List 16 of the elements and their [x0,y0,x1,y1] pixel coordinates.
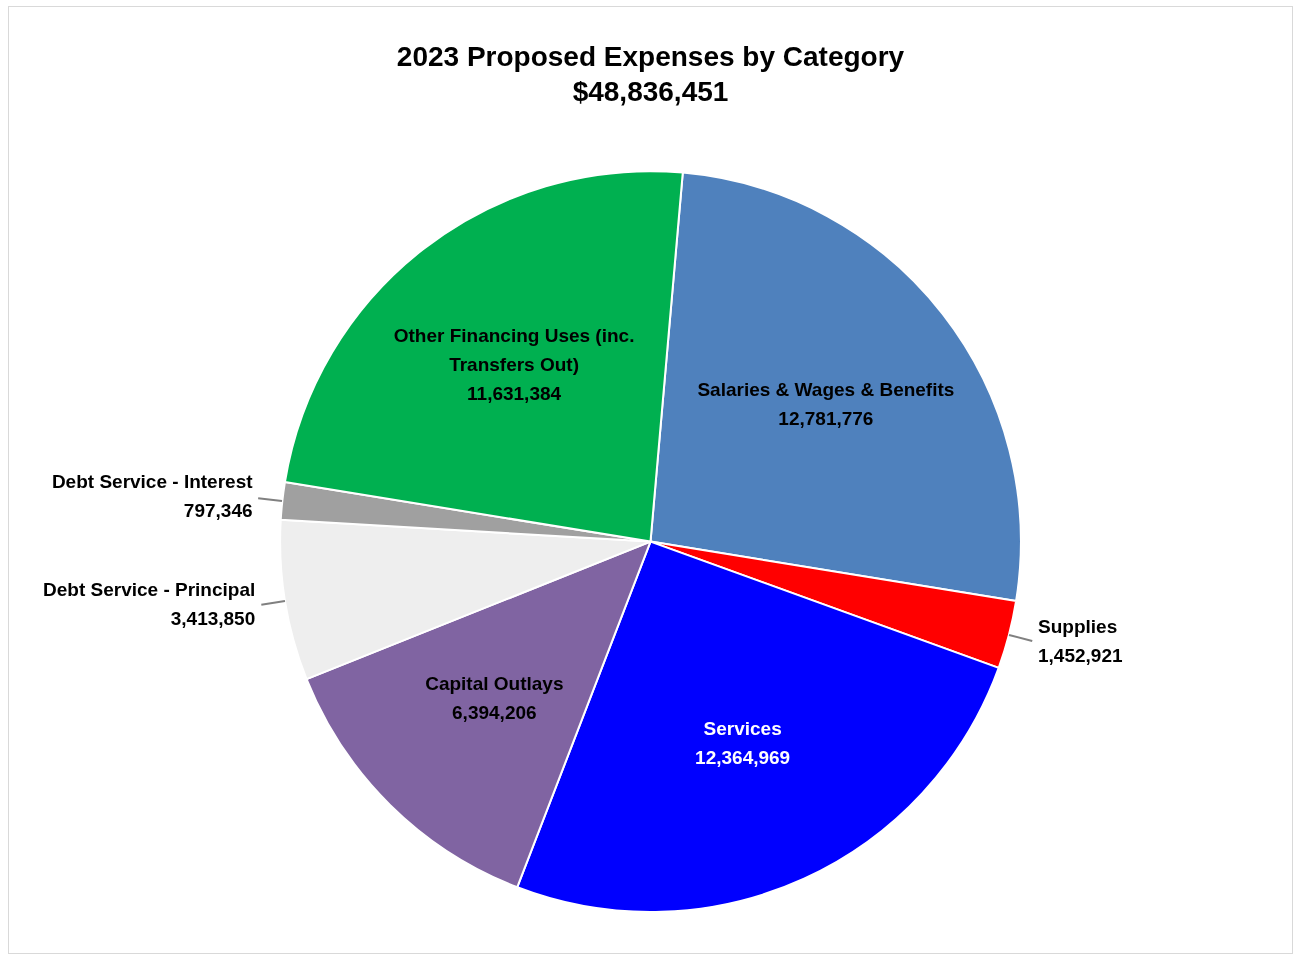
slice-label: Supplies [1038,616,1118,638]
data-label: 6,394,206 [452,702,537,724]
data-label: 12,781,776 [778,407,874,429]
slice-label: Debt Service - Principal [43,579,256,601]
data-label: 797,346 [183,500,253,522]
data-label: 12,364,969 [695,746,791,768]
data-label: 1,452,921 [1038,645,1123,667]
slice-label: Services [703,717,782,739]
chart-subtitle: $48,836,451 [572,76,729,108]
slice-label: Other Financing Uses (inc. Transfers Out) [393,325,635,376]
data-label: 3,413,850 [170,608,256,630]
data-label: 11,631,384 [467,383,562,405]
slice-label: Salaries & Wages & Benefits [697,378,955,400]
slice-label: Capital Outlays [425,673,564,695]
slice-label: Debt Service - Interest [51,471,254,493]
chart-title: 2023 Proposed Expenses by Category [396,40,905,72]
